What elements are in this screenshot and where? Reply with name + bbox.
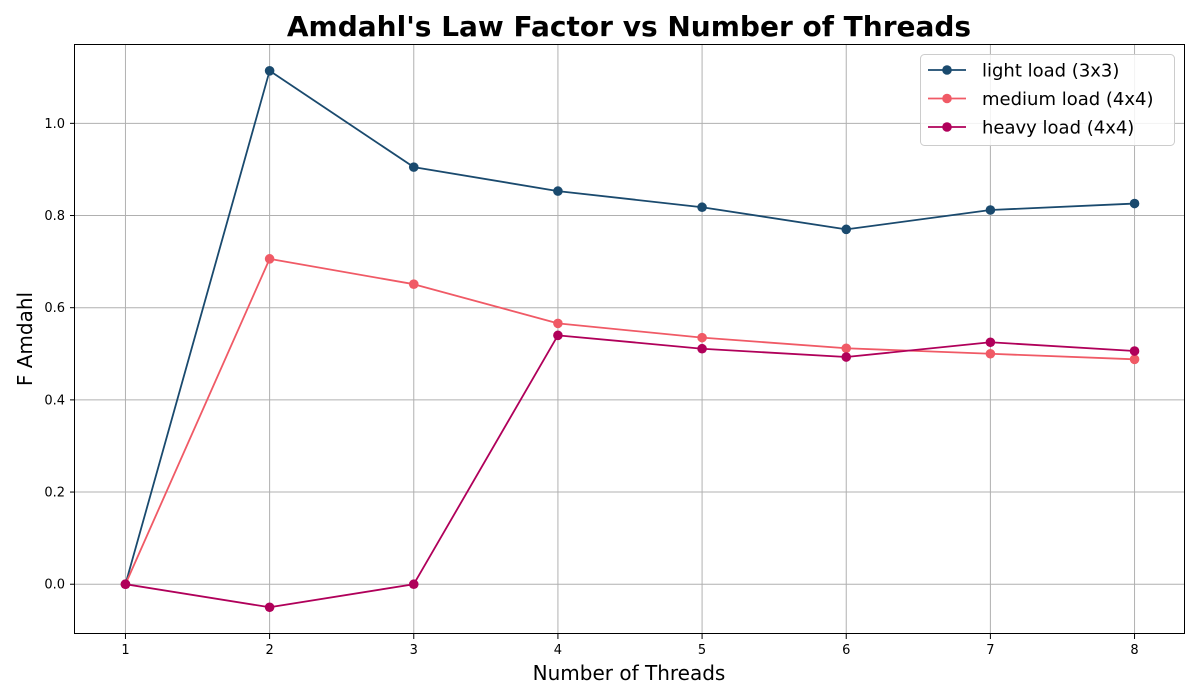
- data-point: [408, 279, 419, 289]
- data-point: [697, 343, 707, 354]
- series-line: [124, 69, 1135, 585]
- y-tick-label: 0.0: [44, 578, 65, 593]
- series-line: [125, 334, 1135, 609]
- data-point: [841, 224, 852, 235]
- data-point: [1129, 198, 1140, 209]
- x-tick-label: 1: [121, 643, 129, 658]
- y-tick-label: 0.2: [44, 486, 65, 501]
- data-point: [841, 352, 852, 362]
- series: [120, 66, 1140, 613]
- x-tick-label: 7: [986, 643, 994, 658]
- data-point: [1129, 346, 1140, 356]
- data-point: [408, 579, 419, 590]
- data-point: [264, 602, 275, 613]
- chart-title: Amdahl's Law Factor vs Number of Threads: [287, 10, 971, 43]
- legend-item: medium load (4x4): [928, 89, 1154, 110]
- data-point: [264, 66, 275, 76]
- data-point: [985, 348, 996, 359]
- ticks: 1 2 3 4 5 6 7 8 0.0 0.2 0.4 0.6 0.8 1.0: [44, 117, 1138, 658]
- x-tick-label: 8: [1130, 643, 1138, 658]
- x-tick-label: 5: [698, 643, 706, 658]
- series-3: [120, 330, 1140, 613]
- y-tick-label: 0.8: [44, 209, 65, 224]
- y-tick-label: 1.0: [44, 117, 65, 132]
- legend-swatch-marker: [942, 122, 952, 132]
- data-point: [985, 337, 996, 348]
- y-axis-label: F Amdahl: [13, 292, 37, 386]
- legend-swatch-marker: [942, 93, 952, 104]
- x-axis-label: Number of Threads: [533, 661, 726, 685]
- data-point: [1129, 354, 1140, 365]
- data-point: [408, 162, 419, 172]
- legend-label: medium load (4x4): [982, 89, 1154, 110]
- y-tick-label: 0.4: [44, 393, 65, 408]
- data-point: [697, 332, 707, 343]
- legend-swatch-marker: [942, 65, 952, 75]
- legend-label: heavy load (4x4): [982, 118, 1134, 139]
- data-point: [553, 318, 563, 329]
- x-tick-label: 4: [554, 643, 562, 658]
- data-point: [985, 205, 996, 215]
- data-point: [553, 186, 563, 196]
- legend-item: light load (3x3): [928, 61, 1119, 82]
- data-point: [264, 254, 275, 264]
- x-tick-label: 2: [265, 643, 273, 658]
- legend: light load (3x3) medium load (4x4) heavy l…: [920, 54, 1175, 146]
- plot-frame: [74, 44, 1185, 634]
- legend-item: heavy load (4x4): [928, 118, 1134, 139]
- y-tick-label: 0.6: [44, 301, 65, 316]
- data-point: [120, 579, 131, 590]
- legend-label: light load (3x3): [982, 61, 1119, 82]
- data-point: [553, 330, 563, 341]
- x-tick-label: 3: [410, 643, 418, 658]
- x-tick-label: 6: [842, 643, 850, 658]
- legend-box: [920, 54, 1175, 146]
- data-point: [841, 343, 852, 354]
- series-line: [124, 257, 1135, 585]
- series-2: [120, 254, 1140, 590]
- data-point: [697, 202, 707, 213]
